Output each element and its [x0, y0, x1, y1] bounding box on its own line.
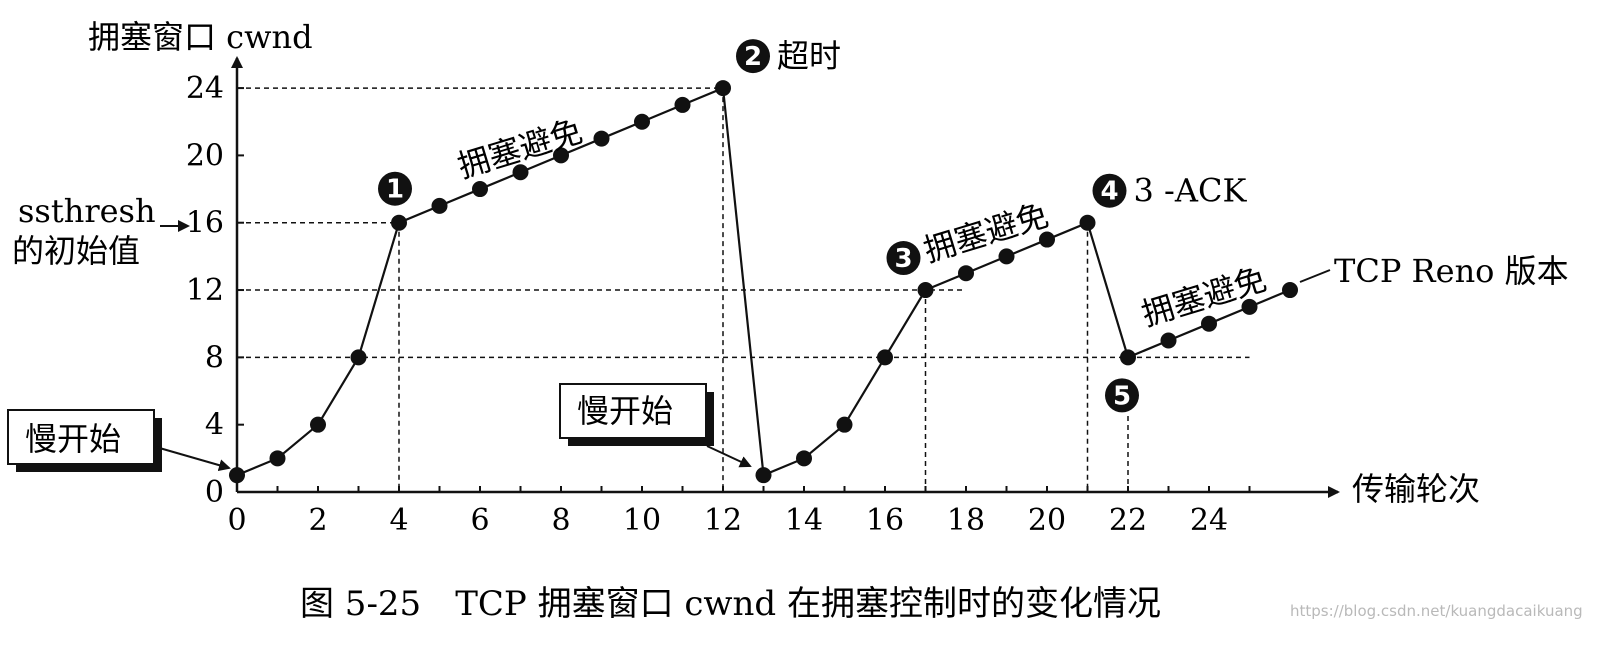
data-point — [431, 197, 448, 214]
x-tick-label: 8 — [551, 503, 570, 538]
slow-start-pointer-2 — [706, 445, 752, 468]
data-point — [512, 164, 529, 181]
data-point — [1241, 298, 1258, 315]
data-point — [472, 181, 488, 198]
y-tick-label: 20 — [186, 138, 224, 173]
series-line-cwnd — [236, 86, 1291, 477]
data-point — [391, 214, 407, 231]
x-tick-label: 0 — [227, 503, 246, 538]
series-label: TCP Reno 版本 — [1334, 252, 1569, 290]
annotation-badge-1: 1 — [378, 171, 412, 206]
data-point — [1120, 349, 1136, 366]
x-tick-label: 4 — [389, 503, 408, 538]
ssthresh-label-line2: 的初始值 — [12, 232, 140, 270]
annotation-badge-5: 5 — [1105, 378, 1139, 413]
svg-text:4: 4 — [1100, 177, 1118, 207]
data-point — [958, 265, 974, 282]
data-point — [836, 416, 853, 433]
x-tick-label: 18 — [947, 503, 985, 538]
data-point — [1201, 315, 1217, 332]
data-point — [229, 467, 245, 484]
y-axis-label: 拥塞窗口 cwnd — [88, 18, 313, 56]
x-tick-label: 6 — [470, 503, 489, 538]
x-tick-label: 22 — [1109, 503, 1147, 538]
data-point — [634, 113, 650, 130]
x-axis-label: 传输轮次 — [1352, 470, 1480, 508]
slow-start-pointer-1 — [155, 446, 231, 472]
phase-label-avoid-2: 拥塞避免 — [919, 196, 1053, 270]
data-point — [755, 467, 772, 484]
data-point — [269, 450, 286, 467]
data-point — [674, 96, 691, 113]
annotation-badge-2: 2 超时 — [736, 37, 841, 75]
annotation-badge-4: 4 3 -ACK — [1092, 172, 1248, 210]
y-tick-group: 0 4 8 12 16 20 24 — [186, 71, 244, 510]
data-point — [715, 80, 731, 97]
data-point — [310, 416, 326, 433]
x-tick-label: 10 — [623, 503, 661, 538]
annotation-text-4: 3 -ACK — [1134, 172, 1248, 210]
data-point — [350, 349, 367, 366]
data-point — [1039, 231, 1055, 248]
x-tick-label: 12 — [704, 503, 742, 538]
y-tick-label: 16 — [186, 206, 224, 241]
x-tick-group: 0 2 4 6 8 10 12 14 16 18 20 22 24 — [227, 486, 1251, 538]
data-point — [593, 130, 610, 147]
svg-text:5: 5 — [1113, 381, 1131, 411]
watermark: https://blog.csdn.net/kuangdacaikuang — [1290, 602, 1583, 620]
x-tick-label: 24 — [1190, 503, 1228, 538]
svg-text:2: 2 — [744, 42, 762, 72]
data-point — [796, 450, 812, 467]
svg-text:1: 1 — [386, 175, 404, 205]
guide-lines — [237, 87, 1250, 492]
data-point — [1160, 332, 1177, 349]
data-point — [553, 147, 569, 164]
x-tick-label: 16 — [866, 503, 904, 538]
series-label-leader — [1299, 269, 1331, 283]
x-tick-label: 14 — [785, 503, 823, 538]
data-point — [877, 349, 893, 366]
data-point — [917, 282, 934, 299]
y-tick-label: 12 — [186, 273, 224, 308]
y-tick-label: 24 — [186, 71, 224, 106]
ssthresh-label-line1: ssthresh — [18, 192, 156, 230]
series-points — [229, 80, 1298, 484]
figure-caption: 图 5-25 TCP 拥塞窗口 cwnd 在拥塞控制时的变化情况 — [300, 584, 1161, 624]
svg-text:3: 3 — [894, 244, 912, 274]
y-tick-label: 4 — [205, 408, 224, 443]
annotation-badge-3: 3 — [886, 241, 921, 276]
data-point — [998, 248, 1015, 265]
svg-text:慢开始: 慢开始 — [577, 392, 673, 430]
data-point — [1282, 282, 1298, 299]
annotation-text-2: 超时 — [777, 37, 841, 75]
slow-start-box-1: 慢开始 — [7, 409, 162, 472]
y-tick-label: 0 — [205, 475, 224, 510]
svg-text:慢开始: 慢开始 — [25, 420, 121, 458]
slow-start-box-2: 慢开始 — [559, 383, 714, 446]
data-point — [1079, 214, 1096, 231]
y-tick-label: 8 — [205, 340, 224, 375]
annotation-badges: 1 2 超时 3 4 3 -ACK 5 — [378, 37, 1248, 413]
x-tick-label: 20 — [1028, 503, 1066, 538]
x-tick-label: 2 — [308, 503, 327, 538]
